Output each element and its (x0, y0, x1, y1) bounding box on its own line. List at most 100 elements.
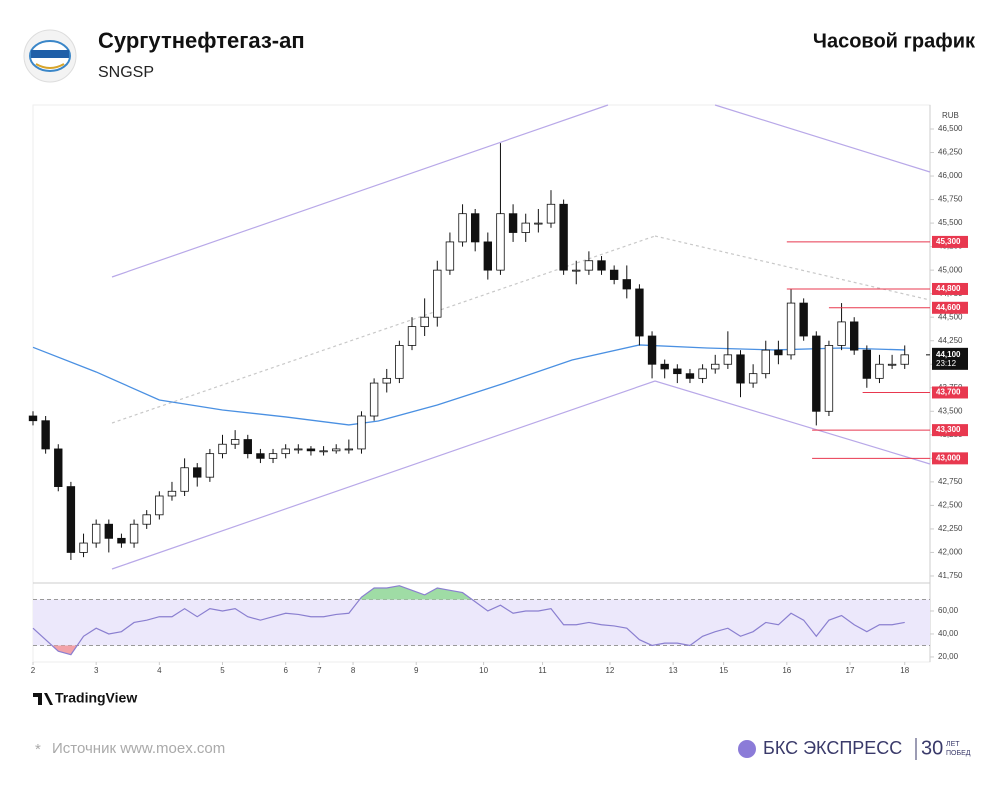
channel-lines (111, 104, 931, 570)
candle-body (433, 269, 442, 318)
level-label: 44,800 (936, 284, 961, 293)
candle-body (799, 302, 808, 337)
candle-body (622, 279, 631, 290)
candle-body (723, 354, 733, 365)
y-tick-label: 45,000 (938, 265, 963, 274)
source: Источник www.moex.com (52, 740, 225, 757)
candle-body (483, 241, 493, 271)
last-price-label: 44,100 (936, 350, 961, 359)
moving-average (32, 344, 905, 426)
level-label-box (932, 301, 968, 314)
y-tick-label: 45,750 (938, 195, 963, 204)
candle-body (508, 213, 518, 233)
level-label: 43,000 (936, 453, 961, 462)
candle-body (534, 222, 543, 225)
last-price-box (932, 347, 968, 370)
y-tick-label: 42,000 (938, 548, 963, 557)
candle-body (104, 523, 113, 539)
candle-body (609, 269, 619, 280)
candle-body (824, 345, 834, 412)
overbought-fill (359, 585, 473, 600)
x-tick-label: 6 (283, 666, 288, 675)
x-tick-label: 17 (846, 666, 855, 675)
candle-body (193, 467, 202, 478)
candle-body (685, 373, 695, 379)
candle-body (230, 439, 240, 445)
x-tick-label: 2 (31, 666, 36, 675)
y-tick-label: 42,250 (938, 524, 963, 533)
y-tick-label: 46,250 (938, 148, 963, 157)
y-tick-label: 45,500 (938, 218, 963, 227)
level-label-box (932, 424, 968, 437)
asterisk: * (35, 741, 41, 758)
x-tick-label: 16 (782, 666, 791, 675)
level-label: 43,700 (936, 388, 961, 397)
level-label: 43,300 (936, 425, 961, 434)
x-tick-label: 13 (669, 666, 678, 675)
x-tick-label: 12 (605, 666, 614, 675)
rsi-tick-label: 40,00 (938, 629, 959, 638)
level-label-box (932, 452, 968, 465)
x-tick-label: 3 (94, 666, 99, 675)
candle-body (294, 448, 303, 451)
countdown: 23:12 (936, 359, 957, 368)
title: Сургутнефтегаз-ап (98, 28, 305, 53)
y-tick-label: 43,500 (938, 406, 963, 415)
x-tick-label: 10 (479, 666, 488, 675)
candle-body (445, 241, 455, 271)
candle-body (306, 448, 316, 452)
rsi-line (32, 585, 905, 656)
candle-body (129, 523, 139, 544)
candle-body (812, 335, 821, 412)
candle-body (572, 269, 581, 272)
candle-body (698, 368, 707, 379)
candle-body (761, 349, 770, 375)
candle-body (332, 448, 341, 452)
y-tick-label: 44,500 (938, 312, 963, 321)
x-tick-label: 15 (719, 666, 728, 675)
candle-body (837, 321, 846, 346)
x-tick-label: 8 (351, 666, 356, 675)
provider: TradingView (55, 690, 137, 706)
candle-body (546, 203, 556, 224)
level-label-box (932, 386, 968, 399)
candle-body (900, 354, 909, 365)
candle-body (786, 302, 796, 356)
candle-body (407, 326, 417, 346)
candle-body (458, 213, 467, 243)
candle-body (559, 203, 568, 271)
currency: RUB (942, 111, 959, 120)
candle-body (660, 363, 669, 370)
candle-body (54, 448, 63, 487)
anniversary: 30 (921, 737, 943, 759)
level-label-box (932, 282, 968, 295)
candle-body (635, 288, 644, 337)
candle-body (180, 467, 189, 492)
x-tick-label: 4 (157, 666, 162, 675)
provider-logo (33, 693, 53, 705)
candle-body (774, 349, 783, 356)
y-tick-label: 42,750 (938, 477, 963, 486)
level-label: 44,600 (936, 303, 961, 312)
x-tick-label: 5 (220, 666, 225, 675)
candle-body (850, 321, 859, 351)
candle-body (369, 382, 379, 417)
brand: БКС ЭКСПРЕСС (763, 738, 902, 758)
candle-body (862, 349, 872, 379)
candle-body (142, 514, 151, 525)
candle-body (41, 420, 50, 450)
candle-body (673, 368, 682, 375)
ticker: SNGSP (98, 64, 154, 81)
level-label-box (932, 235, 968, 248)
candle-body (243, 439, 252, 455)
candle-body (117, 537, 126, 544)
candle-body (155, 495, 164, 516)
candle-body (382, 377, 391, 384)
candle-body (281, 448, 290, 455)
candle-body (256, 453, 265, 459)
candle-body (357, 415, 366, 450)
candle-body (647, 335, 657, 365)
candle-body (748, 373, 758, 384)
